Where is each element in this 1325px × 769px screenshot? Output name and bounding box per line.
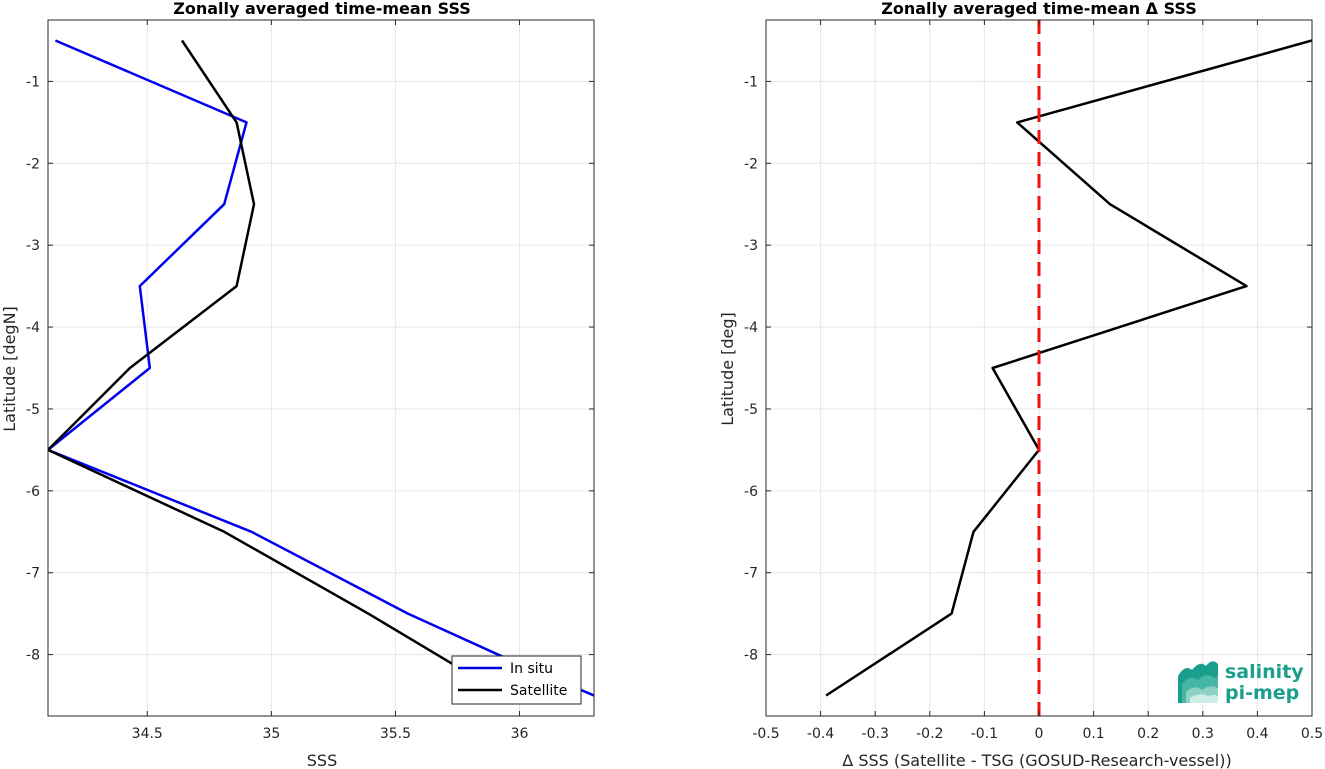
y-tick-label: -6 [744, 484, 758, 500]
delta-sss-chart: Zonally averaged time-mean Δ SSS -0.5 -0.… [718, 0, 1323, 769]
x-axis-label: SSS [307, 751, 337, 769]
x-tick-label: 35 [262, 726, 280, 742]
series-line-in-situ [48, 39, 594, 697]
y-tick-label: -4 [26, 320, 40, 336]
x-tick-label: 0.1 [1082, 726, 1104, 742]
y-tick-label: -7 [744, 566, 758, 582]
y-tick-label: -6 [26, 484, 40, 500]
y-tick-label: -5 [744, 402, 758, 418]
y-tick-label: -1 [744, 74, 758, 90]
y-tick-label: -3 [26, 238, 40, 254]
x-tick-label: 0.3 [1192, 726, 1214, 742]
wave-logo-icon [1178, 661, 1218, 703]
y-tick-label: -1 [26, 74, 40, 90]
salinity-pi-mep-logo: salinity pi-mep [1178, 661, 1304, 704]
grid [48, 20, 594, 716]
y-tick-label: -7 [26, 566, 40, 582]
legend-label-satellite: Satellite [510, 683, 567, 699]
y-tick-label: -8 [744, 648, 758, 664]
x-tick-label: -0.5 [752, 726, 779, 742]
x-tick-label: 34.5 [132, 726, 163, 742]
series-line-satellite [48, 39, 476, 677]
x-axis-ticks: 34.5 35 35.5 36 [132, 20, 529, 742]
y-axis-ticks: -8 -7 -6 -5 -4 -3 -2 -1 [744, 74, 1312, 664]
x-axis-ticks: -0.5 -0.4 -0.3 -0.2 -0.1 0 0.1 0.2 0.3 0.4 0.5 [752, 20, 1323, 742]
series-lines [48, 39, 594, 697]
y-axis-label: Latitude [degN] [0, 306, 19, 432]
y-tick-label: -3 [744, 238, 758, 254]
y-axis-label: Latitude [deg] [718, 312, 737, 426]
x-axis-label: Δ SSS (Satellite - TSG (GOSUD-Research-v… [842, 751, 1231, 769]
x-tick-label: 36 [511, 726, 529, 742]
chart-title: Zonally averaged time-mean Δ SSS [881, 0, 1197, 18]
chart-title: Zonally averaged time-mean SSS [173, 0, 471, 18]
logo-line2: pi-mep [1225, 682, 1299, 704]
x-tick-label: 0.4 [1246, 726, 1268, 742]
logo-line1: salinity [1225, 661, 1304, 683]
series-lines [825, 39, 1312, 697]
x-tick-label: 0 [1035, 726, 1044, 742]
x-tick-label: -0.2 [916, 726, 943, 742]
x-tick-label: 35.5 [380, 726, 411, 742]
x-tick-label: 0.5 [1301, 726, 1323, 742]
y-axis-ticks: -8 -7 -6 -5 -4 -3 -2 -1 [26, 74, 594, 664]
y-tick-label: -4 [744, 320, 758, 336]
x-tick-label: 0.2 [1137, 726, 1159, 742]
legend-label-in-situ: In situ [510, 661, 553, 677]
x-tick-label: -0.1 [971, 726, 998, 742]
x-tick-label: -0.4 [807, 726, 834, 742]
grid [765, 20, 1313, 716]
sss-chart: Zonally averaged time-mean SSS 34.5 35 35.… [0, 0, 595, 769]
y-tick-label: -8 [26, 648, 40, 664]
axes-frame [47, 19, 595, 717]
delta-sss-line [825, 39, 1312, 697]
y-tick-label: -2 [26, 156, 40, 172]
y-tick-label: -5 [26, 402, 40, 418]
legend-box [451, 655, 582, 705]
x-tick-label: -0.3 [862, 726, 889, 742]
legend: In situ Satellite [451, 655, 582, 705]
y-tick-label: -2 [744, 156, 758, 172]
